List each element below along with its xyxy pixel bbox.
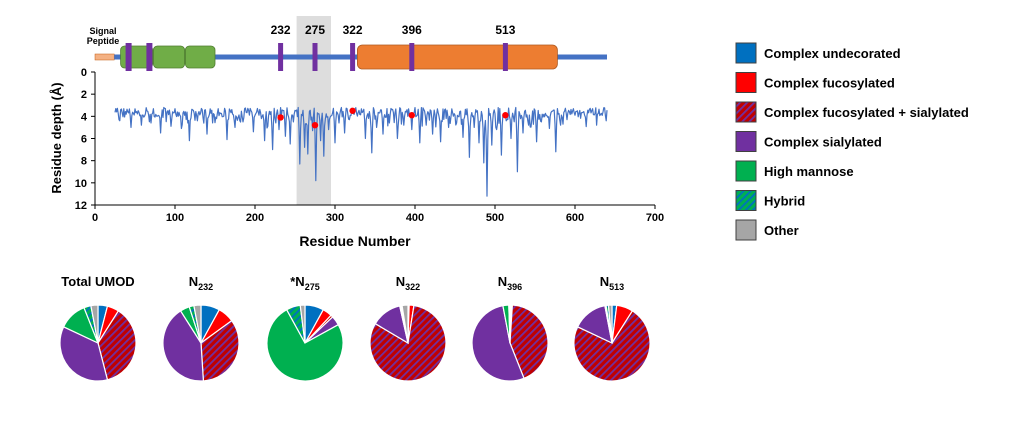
x-tick-label: 600 — [566, 212, 584, 224]
legend-label-complex-fucosylated: Complex fucosylated — [764, 76, 895, 91]
pie-title: N322 — [396, 274, 420, 292]
egf-domain-3 — [184, 45, 216, 69]
pie-slice-high-mannose — [266, 308, 344, 382]
egf-domain-2 — [152, 45, 185, 69]
domain-diagram: Signal Peptide 232 275 322 396 513 — [87, 23, 607, 71]
pie-slice-other — [193, 304, 202, 344]
pie-slice-other — [90, 304, 99, 344]
pie-slice-complex-sialylated — [471, 304, 525, 382]
pie-slice-complex-sialylated — [162, 310, 205, 382]
legend-swatch-high-mannose — [735, 160, 757, 182]
pie-slice-complex-fucosylated-sialylated — [573, 310, 651, 382]
y-tick-label: 10 — [75, 178, 87, 190]
legend-swatch-other — [735, 219, 757, 241]
x-axis-label: Residue Number — [299, 233, 411, 249]
y-tick-label: 0 — [81, 67, 87, 79]
y-axis-label: Residue depth (Å) — [49, 82, 64, 193]
glycosite-depth-point-322 — [349, 107, 356, 114]
pie-title: *N275 — [290, 274, 319, 292]
signal-peptide-label-line2: Peptide — [87, 36, 120, 46]
pie-5: N396 — [471, 274, 549, 382]
y-tick-label: 8 — [81, 156, 87, 168]
glycosite-mark-396 — [409, 43, 415, 71]
legend-label-complex-fucosylated-sialylated: Complex fucosylated + sialylated — [764, 105, 969, 120]
glycosite-label-513: 513 — [495, 23, 515, 37]
glycosite-mark-extra-1 — [125, 43, 132, 71]
pie-1: Total UMOD — [59, 274, 137, 382]
pie-slice-other — [299, 304, 306, 344]
glycosite-depth-point-275 — [311, 122, 319, 129]
pie-title: N396 — [498, 274, 522, 292]
legend: Complex undecorated Complex fucosylated Co… — [735, 42, 969, 241]
y-tick-label: 4 — [81, 111, 88, 123]
x-tick-label: 200 — [246, 212, 264, 224]
legend-swatch-complex-fucosylated-sialylated — [735, 101, 757, 123]
pie-slice-complex-sialylated — [59, 326, 109, 382]
x-tick-label: 100 — [166, 212, 184, 224]
signal-peptide-bar — [94, 53, 115, 61]
x-tick-label: 400 — [406, 212, 424, 224]
x-tick-label: 0 — [92, 212, 98, 224]
glycosite-mark-275 — [312, 43, 318, 71]
glycosite-label-396: 396 — [402, 23, 422, 37]
legend-swatch-complex-sialylated — [735, 131, 757, 152]
glycosite-mark-513 — [502, 43, 508, 71]
x-tick-label: 500 — [486, 212, 504, 224]
pie-slice-complex-fucosylated-sialylated — [509, 304, 549, 380]
pie-title: N513 — [600, 274, 624, 292]
pie-slice-other — [607, 304, 613, 344]
glycosite-depth-point-513 — [502, 112, 509, 119]
pie-slice-complex-fucosylated-sialylated — [200, 319, 240, 382]
legend-label-high-mannose: High mannose — [764, 164, 854, 179]
legend-label-hybrid: Hybrid — [764, 194, 805, 209]
legend-swatch-hybrid — [735, 190, 757, 211]
pie-title: Total UMOD — [61, 274, 134, 289]
pie-2: N232 — [162, 274, 240, 382]
signal-peptide-label: Signal — [89, 26, 116, 36]
x-tick-label: 300 — [326, 212, 344, 224]
glycosite-label-275: 275 — [305, 23, 325, 37]
pie-3: *N275 — [266, 274, 344, 382]
y-tick-label: 2 — [81, 89, 87, 101]
legend-swatch-complex-undecorated — [735, 42, 757, 64]
pie-title: N232 — [189, 274, 213, 292]
pie-6: N513 — [573, 274, 651, 382]
legend-swatch-complex-fucosylated — [735, 72, 757, 93]
legend-label-other: Other — [764, 223, 799, 238]
depth-series-line — [114, 106, 608, 197]
y-tick-label: 6 — [81, 134, 87, 146]
depth-plot: Residue depth (Å) Residue Number 0 2 4 6 8 10… — [49, 67, 664, 249]
x-tick-label: 700 — [646, 212, 664, 224]
legend-label-complex-sialylated: Complex sialylated — [764, 135, 882, 150]
glycosite-mark-232 — [278, 43, 284, 71]
glycosite-depth-point-396 — [408, 112, 415, 119]
pie-charts: Total UMOD N232 *N275 N322 N396 N513 — [59, 274, 651, 382]
pie-slice-hybrid — [508, 304, 511, 344]
pie-slice-other — [401, 304, 409, 344]
zp-domain — [356, 44, 558, 70]
glycosite-depth-point-232 — [277, 114, 284, 121]
glycosite-label-232: 232 — [271, 23, 291, 37]
legend-label-complex-undecorated: Complex undecorated — [764, 46, 901, 61]
glycosite-mark-322 — [350, 43, 356, 71]
glycosite-label-322: 322 — [343, 23, 363, 37]
glycosite-mark-extra-2 — [146, 43, 153, 71]
pie-slice-complex-fucosylated-sialylated — [97, 310, 137, 381]
y-tick-label: 12 — [75, 200, 87, 212]
pie-4: N322 — [369, 274, 447, 382]
